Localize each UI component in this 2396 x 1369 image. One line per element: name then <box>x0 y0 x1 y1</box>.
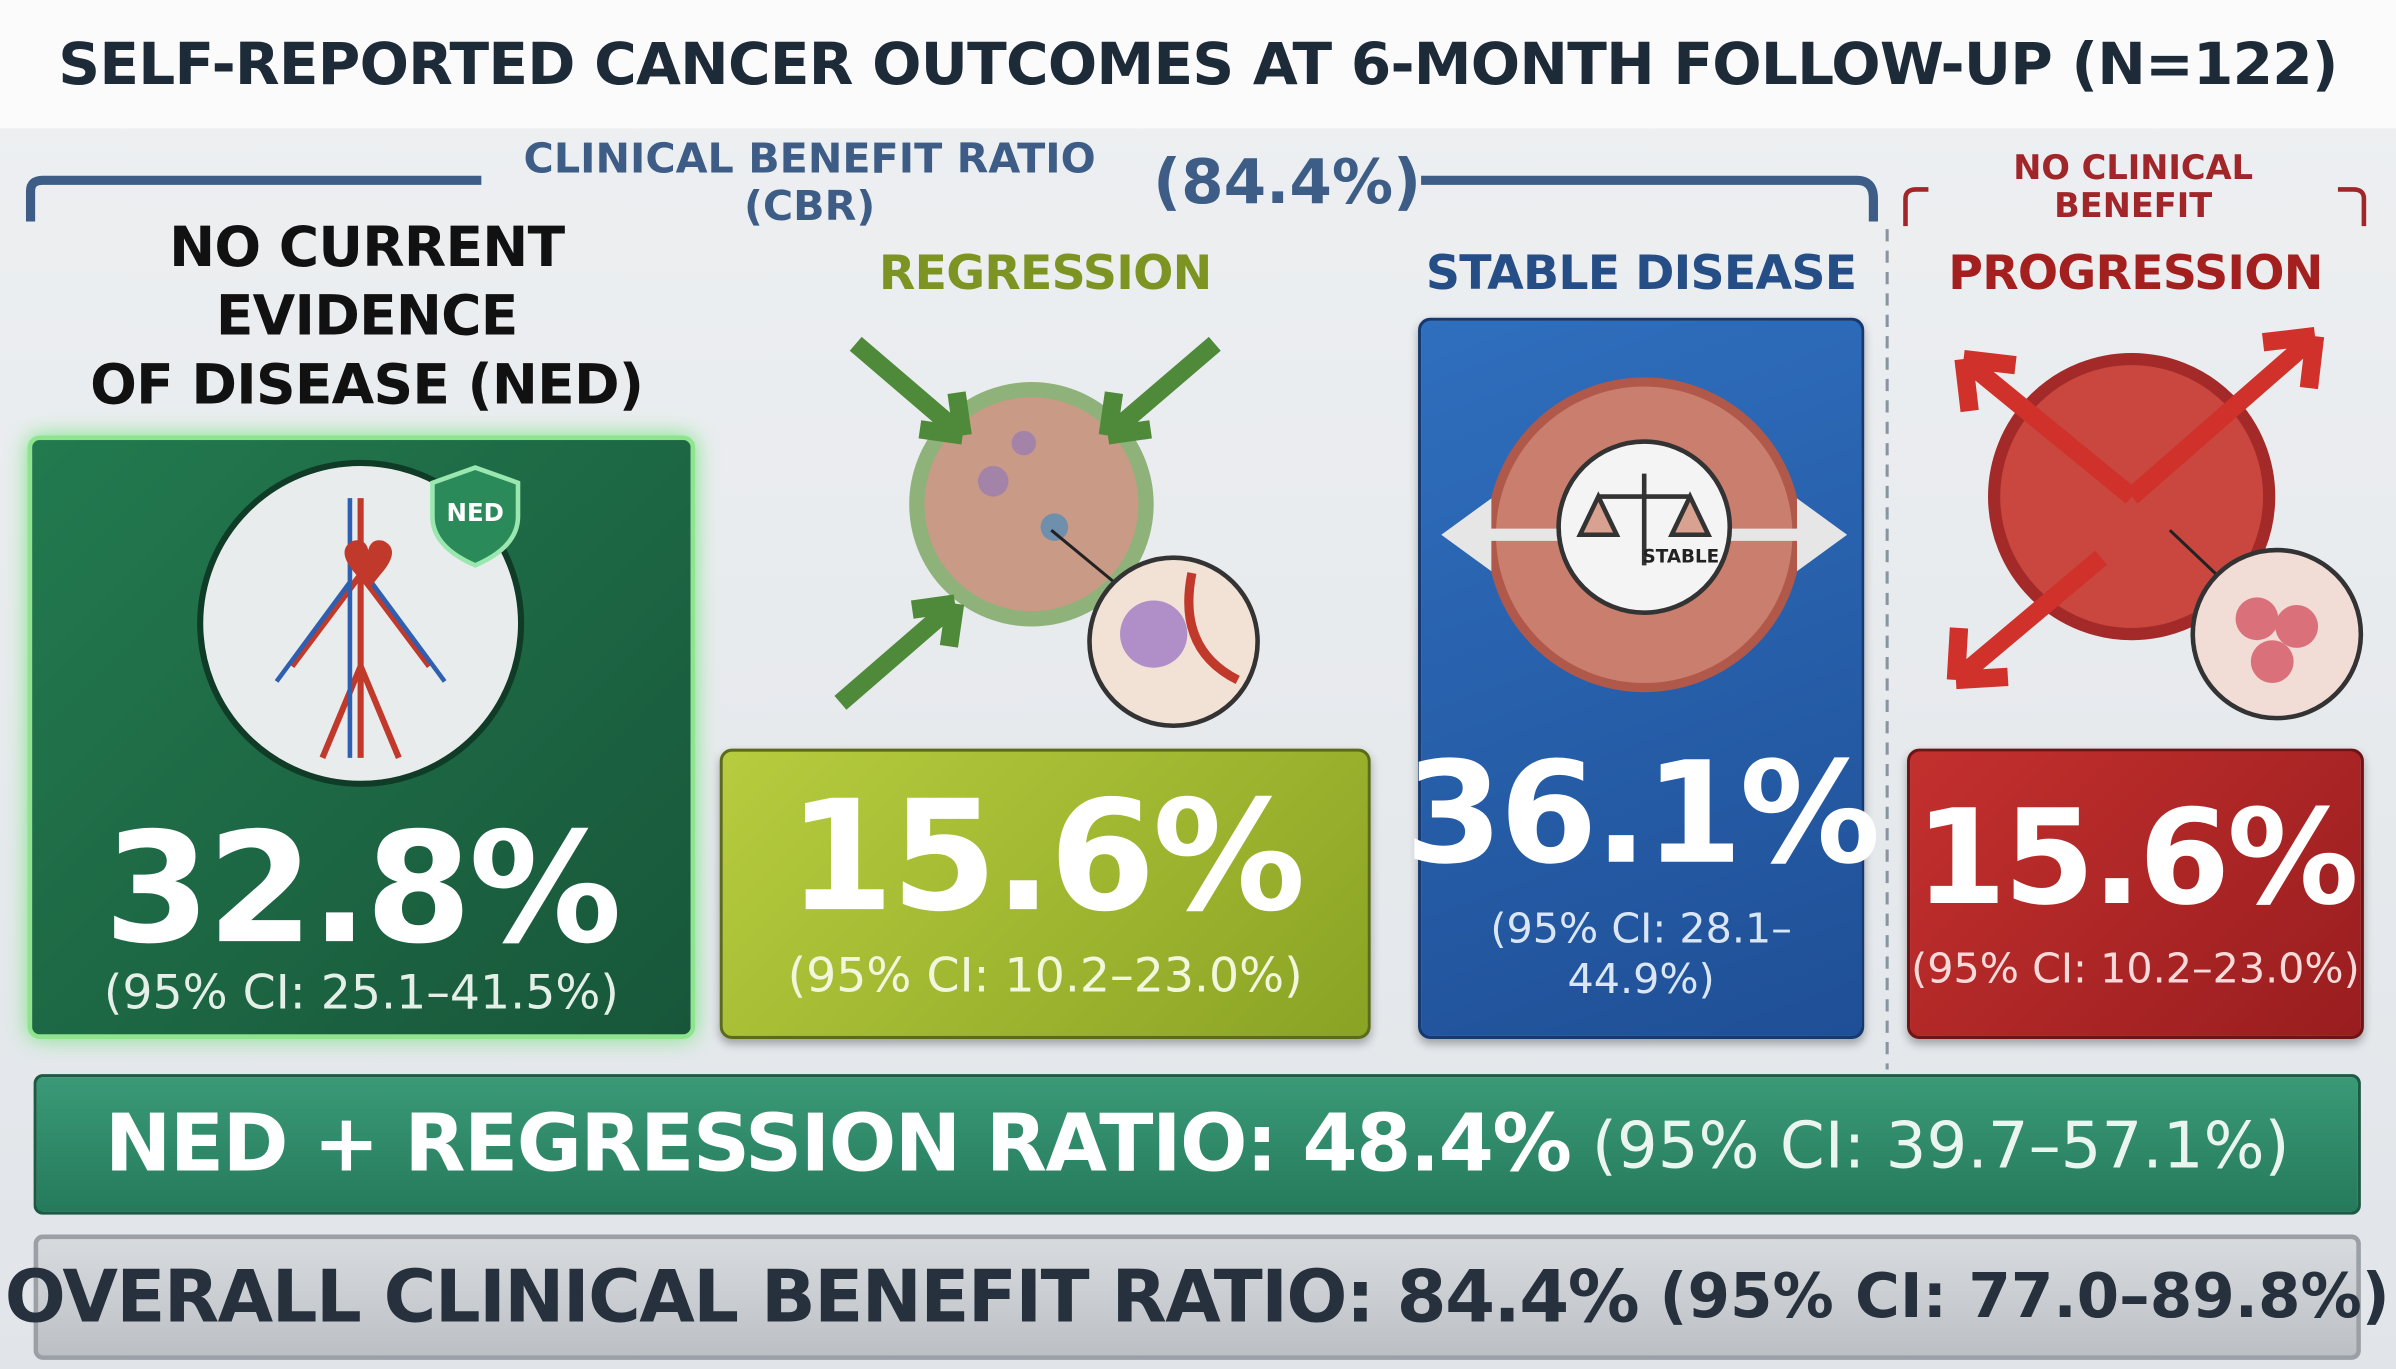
regression-ci: (95% CI: 10.2–23.0%) <box>787 949 1303 1005</box>
overall-bar: OVERALL CLINICAL BENEFIT RATIO: 84.4% (9… <box>5 1234 2390 1360</box>
ncb-label: NO CLINICAL BENEFIT <box>2013 149 2254 227</box>
stable-ci: (95% CI: 28.1–44.9%) <box>1490 906 1792 1004</box>
regression-illustration <box>834 336 1260 729</box>
ned-panel: NED 32.8% (95% CI: 25.1–41.5%) <box>27 435 696 1039</box>
regression-panel: 15.6% (95% CI: 10.2–23.0%) <box>719 748 1371 1039</box>
title: SELF-REPORTED CANCER OUTCOMES AT 6-MONTH… <box>0 0 2396 129</box>
summary-label: NED + REGRESSION RATIO: 48.4% <box>104 1098 1572 1191</box>
stable-illustration: STABLE <box>1441 377 1848 693</box>
summary-ci: (95% CI: 39.7–57.1%) <box>1591 1106 2290 1182</box>
regression-value: 15.6% <box>787 767 1306 947</box>
heading-line: NO CURRENT EVIDENCE <box>169 216 565 349</box>
body-illustration: NED <box>197 459 525 787</box>
progression-ci: (95% CI: 10.2–23.0%) <box>1911 945 2360 993</box>
progression-illustration <box>1946 327 2364 721</box>
cbr-text: CLINICAL BENEFIT RATIO (CBR) <box>523 135 1096 231</box>
stable-heading: STABLE DISEASE <box>1425 245 1857 301</box>
stable-panel: STABLE 36.1% (95% CI: 28.1–44.9%) <box>1405 317 1880 1039</box>
stable-badge: STABLE <box>1643 546 1720 567</box>
progression-panel: 15.6% (95% CI: 10.2–23.0%) <box>1907 748 2364 1039</box>
regression-heading: REGRESSION <box>878 245 1212 301</box>
summary-label: OVERALL CLINICAL BENEFIT RATIO: 84.4% <box>4 1255 1640 1340</box>
ned-ci: (95% CI: 25.1–41.5%) <box>103 965 619 1021</box>
progression-heading: PROGRESSION <box>1948 245 2323 301</box>
ned-value: 32.8% <box>103 798 622 978</box>
cbr-label: CLINICAL BENEFIT RATIO (CBR) (84.4%) <box>481 136 1422 231</box>
cbr-value: (84.4%) <box>1153 148 1422 219</box>
brackets <box>25 175 2367 1070</box>
ned-heading: NO CURRENT EVIDENCE OF DISEASE (NED) <box>23 217 711 417</box>
summary-ci: (95% CI: 77.0–89.8%) <box>1659 1262 2390 1333</box>
progression-value: 15.6% <box>1915 781 2359 935</box>
ned-regression-bar: NED + REGRESSION RATIO: 48.4% (95% CI: 3… <box>33 1074 2361 1215</box>
ned-badge: NED <box>447 498 504 527</box>
heading-line: OF DISEASE (NED) <box>90 354 644 418</box>
stable-value: 36.1% <box>1404 732 1880 896</box>
